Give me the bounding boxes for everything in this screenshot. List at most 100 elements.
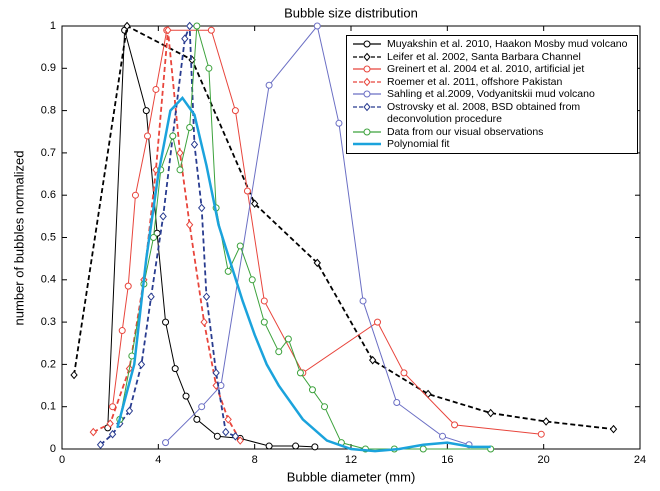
legend-entry: Sahling et al.2009, Vodyanitskii mud vol…: [351, 88, 633, 101]
data-point: [243, 187, 251, 195]
x-tick-label: 20: [538, 454, 550, 466]
data-point: [207, 26, 215, 34]
legend-icon: [353, 90, 381, 98]
legend-icon: [353, 40, 381, 48]
data-point: [186, 124, 194, 132]
data-point: [369, 355, 377, 365]
data-point: [359, 297, 367, 305]
y-tick-label: 0.2: [41, 358, 56, 370]
data-point: [118, 327, 126, 335]
legend-label: Muyakshin et al. 2010, Haakon Mosby mud …: [387, 38, 628, 50]
y-tick-label: 0.4: [41, 274, 56, 286]
data-point: [185, 21, 194, 31]
y-tick-label: 0.7: [41, 147, 56, 159]
data-point: [162, 439, 170, 447]
data-point: [393, 398, 401, 406]
x-tick-label: 24: [634, 454, 646, 466]
data-point: [193, 22, 201, 30]
data-point: [260, 318, 268, 326]
data-point: [185, 220, 194, 230]
legend-label: Data from our visual observations: [387, 125, 544, 138]
y-tick-label: 0.3: [41, 316, 56, 328]
data-point: [313, 22, 321, 30]
legend-icon: [353, 142, 381, 146]
data-point: [176, 166, 184, 174]
data-point: [152, 85, 160, 93]
data-point: [363, 52, 371, 61]
legend-icon: [353, 77, 381, 86]
data-point: [265, 81, 273, 89]
data-point: [373, 318, 381, 326]
data-point: [89, 427, 97, 437]
data-point: [125, 406, 134, 416]
data-point: [313, 258, 321, 268]
data-point: [311, 443, 319, 451]
data-point: [363, 65, 371, 73]
data-point: [193, 415, 201, 423]
data-point: [142, 107, 150, 115]
data-point: [182, 392, 190, 400]
data-point: [236, 436, 244, 445]
data-point: [143, 132, 151, 140]
data-point: [171, 365, 179, 373]
legend-entry: Muyakshin et al. 2010, Haakon Mosby mud …: [351, 38, 633, 51]
legend-label: Greinert et al. 2004 et al. 2010, artifi…: [387, 63, 585, 75]
data-point: [251, 199, 259, 208]
data-point: [419, 445, 427, 453]
legend-entry: Greinert et al. 2004 et al. 2010, artifi…: [351, 63, 633, 76]
data-point: [212, 368, 220, 378]
data-point: [96, 440, 105, 450]
data-point: [164, 25, 172, 35]
legend-icon: [353, 52, 381, 61]
data-point: [609, 424, 618, 434]
data-point: [275, 348, 283, 356]
series-line: [116, 95, 491, 453]
data-point: [213, 432, 221, 440]
data-point: [147, 292, 155, 301]
legend-entry: Ostrovsky et al. 2008, BSD obtained from…: [351, 101, 633, 126]
y-tick-label: 0.9: [41, 62, 56, 74]
y-tick-label: 0.8: [41, 105, 56, 117]
series-line: [73, 24, 614, 431]
data-point: [487, 408, 495, 418]
legend-label: Roemer et al. 2011, offshore Pakistan: [387, 75, 563, 88]
series-line: [92, 30, 241, 441]
data-point: [150, 234, 158, 241]
legend-label: Polynomial fit: [387, 138, 450, 150]
data-point: [202, 292, 211, 301]
data-point: [292, 442, 300, 450]
legend-icon: [353, 65, 381, 73]
data-point: [137, 360, 146, 369]
y-axis-label: number of bubbles normalized: [11, 151, 26, 326]
y-tick-label: 0.6: [41, 189, 56, 201]
data-point: [265, 442, 273, 450]
x-tick-label: 16: [441, 454, 453, 466]
data-point: [162, 318, 170, 326]
data-point: [123, 21, 131, 31]
data-point: [231, 432, 240, 441]
x-tick-label: 8: [252, 454, 258, 466]
y-tick-label: 1: [50, 20, 56, 32]
data-point: [236, 242, 244, 250]
series-line: [99, 25, 236, 446]
data-point: [335, 119, 343, 127]
data-point: [400, 369, 408, 377]
data-point: [224, 267, 232, 275]
data-point: [260, 297, 268, 305]
x-axis-label: Bubble diameter (mm): [287, 469, 416, 484]
data-point: [248, 276, 256, 284]
data-point: [169, 132, 177, 140]
data-point: [205, 64, 213, 72]
data-point: [537, 430, 545, 438]
data-point: [363, 102, 371, 111]
data-point: [363, 40, 371, 48]
legend-entry: Leifer et al. 2002, Santa Barbara Channe…: [351, 51, 633, 64]
data-point: [542, 417, 550, 426]
series-line: [165, 24, 470, 446]
data-point: [200, 317, 208, 327]
data-point: [296, 369, 304, 377]
y-tick-label: 0.1: [41, 401, 56, 413]
series-line: [107, 30, 315, 448]
data-point: [106, 419, 114, 428]
